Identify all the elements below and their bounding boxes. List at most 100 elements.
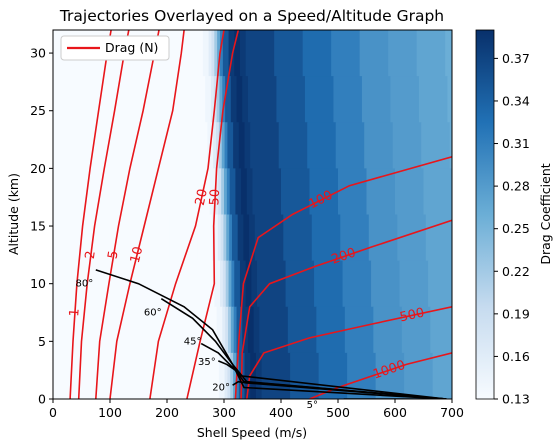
heat-cell (445, 30, 452, 77)
drag-contour-line (77, 30, 130, 399)
heat-cell (233, 306, 238, 354)
heat-cell (276, 76, 306, 123)
trajectory-label: 60° (144, 308, 162, 319)
heat-cell (224, 122, 229, 169)
heat-cell (428, 260, 452, 308)
heat-cell (216, 306, 223, 354)
heat-cell (193, 122, 209, 169)
heat-cell (222, 306, 226, 354)
heat-cell (246, 168, 254, 216)
heat-cell (225, 306, 229, 354)
y-tick-label: 0 (38, 392, 46, 407)
heat-cell (247, 76, 278, 123)
contour-label: 5 (106, 250, 122, 261)
heat-cell (290, 352, 320, 399)
heat-cell (171, 260, 201, 308)
heat-cell (224, 352, 229, 399)
x-axis: 0 100 200 300 400 500 600 700 (49, 399, 464, 420)
drag-contour-line (309, 352, 452, 399)
x-tick-label: 600 (383, 405, 407, 420)
heat-cell (227, 122, 234, 169)
heat-cell (333, 76, 363, 123)
heat-cell (213, 122, 217, 169)
heat-cell (274, 30, 304, 77)
heat-cell (261, 352, 291, 399)
heat-cell (221, 168, 225, 216)
heat-cell (204, 352, 220, 399)
y-tick-label: 30 (30, 46, 46, 61)
heat-cell (164, 122, 194, 169)
x-axis-label: Shell Speed (m/s) (197, 425, 307, 440)
heat-cell (371, 260, 401, 308)
heat-cell (229, 214, 233, 262)
trajectory-labels: 80° 60° 45° 35° 20° 5° (75, 279, 318, 411)
heat-cell (233, 122, 240, 169)
y-tick-label: 20 (30, 161, 46, 176)
heat-cell (432, 352, 452, 399)
heat-cell (416, 30, 446, 77)
heat-cell (235, 168, 242, 216)
colorbar-tick-label: 0.31 (502, 136, 530, 151)
heat-cell (311, 214, 341, 262)
heat-cell (228, 30, 235, 77)
heat-cell (217, 214, 222, 262)
heat-cell (220, 214, 225, 262)
drag-contour-line (109, 30, 185, 399)
trajectory-line (232, 380, 447, 399)
heat-cell (395, 168, 425, 216)
heat-cell (359, 30, 389, 77)
heat-cell (344, 306, 374, 354)
heat-cell (243, 214, 250, 262)
contour-label: 500 (398, 305, 425, 325)
heat-cell (229, 168, 236, 216)
drag-contour-line (95, 30, 160, 399)
heat-cell (364, 122, 394, 169)
heat-cell (221, 122, 226, 169)
heat-cell (214, 260, 221, 308)
contour-label: 10 (128, 245, 147, 265)
y-axis-label: Altitude (km) (6, 173, 21, 255)
heat-cell (173, 306, 203, 354)
heat-cell (418, 76, 449, 123)
heat-cell (361, 76, 392, 123)
legend: Drag (N) (60, 35, 170, 61)
heat-cell (210, 76, 215, 123)
heat-cell (449, 122, 452, 169)
colorbar: 0.13 0.16 0.19 0.22 0.25 0.28 0.31 0.34 0.37 Dra… (475, 29, 553, 407)
x-tick-label: 700 (440, 405, 464, 420)
heat-cell (230, 306, 235, 354)
heat-cell (233, 352, 237, 399)
heat-cell (200, 260, 215, 308)
heat-cell (218, 122, 223, 169)
heat-cell (234, 260, 241, 308)
heat-cell (304, 76, 335, 123)
heat-cell (423, 168, 452, 216)
heat-cell (216, 76, 221, 123)
heat-cell (253, 306, 260, 354)
trajectory-label: 35° (198, 357, 216, 368)
heat-cell (314, 260, 344, 308)
heat-cell (287, 306, 317, 354)
contour-label: 50 (207, 189, 223, 206)
colorbar-tick-label: 0.37 (502, 51, 530, 66)
plot-frame (52, 29, 453, 400)
heat-cell (224, 168, 228, 216)
heat-cell (242, 76, 249, 123)
heat-cell (211, 30, 215, 77)
heat-cell (392, 122, 422, 169)
heat-cell (222, 260, 227, 308)
heat-cell (250, 122, 280, 169)
heat-cell (238, 122, 246, 169)
heat-cell (169, 214, 199, 262)
legend-box (60, 35, 170, 61)
y-tick-label: 25 (30, 103, 46, 118)
heat-cell (205, 76, 212, 123)
heat-cell (209, 168, 217, 216)
heat-cell (397, 214, 427, 262)
heat-cell (227, 306, 232, 354)
legend-label: Drag (N) (105, 40, 158, 55)
heat-cell (283, 214, 313, 262)
colorbar-tick-label: 0.13 (502, 392, 530, 407)
trajectory-label: 45° (184, 336, 202, 347)
heat-cell (176, 352, 206, 399)
